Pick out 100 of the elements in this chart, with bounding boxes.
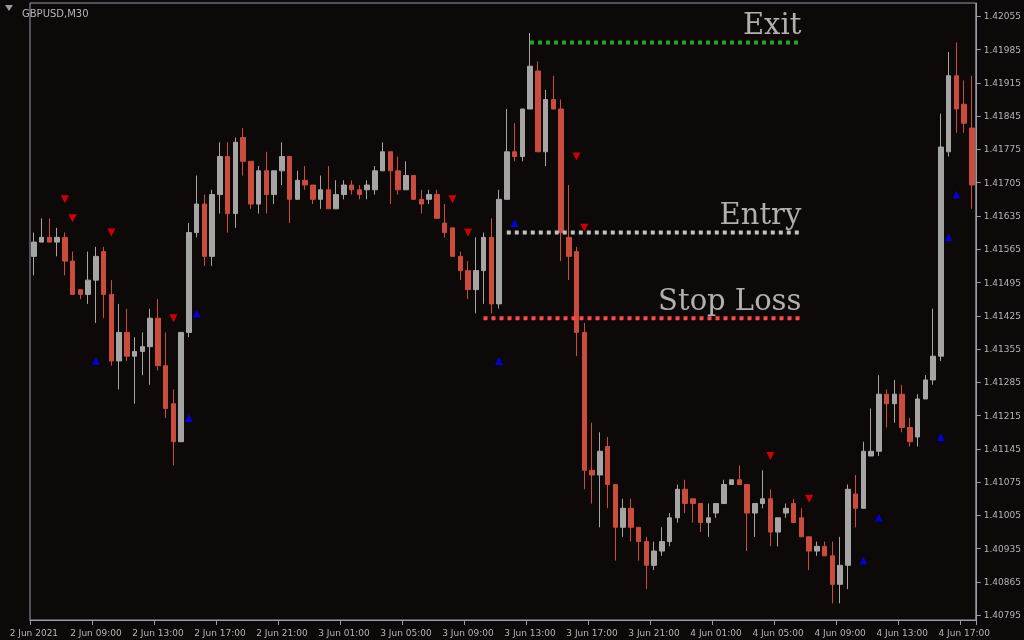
candlestick xyxy=(217,141,223,215)
candlestick xyxy=(124,308,130,362)
candlestick xyxy=(605,436,610,509)
candlestick xyxy=(791,498,796,524)
candlestick xyxy=(364,179,370,200)
candlestick xyxy=(628,498,634,543)
candlestick xyxy=(70,251,75,295)
candlestick xyxy=(163,331,168,419)
candlestick xyxy=(465,260,471,300)
candlestick xyxy=(760,469,765,509)
x-tick-label: 4 Jun 13:00 xyxy=(876,627,929,638)
candlestick xyxy=(752,503,758,538)
candlestick xyxy=(861,441,866,509)
candlestick xyxy=(194,175,199,238)
y-tick-label: 1.40935 xyxy=(983,543,1021,554)
candlestick xyxy=(636,526,641,562)
candlestick xyxy=(682,479,688,514)
candlestick xyxy=(62,232,68,276)
point xyxy=(936,432,945,441)
y-tick-label: 1.41215 xyxy=(983,410,1021,421)
y-tick-label: 1.41635 xyxy=(983,210,1021,221)
candlestick xyxy=(496,189,502,310)
candlestick xyxy=(450,227,455,257)
candlestick xyxy=(938,113,944,362)
candlestick xyxy=(178,331,184,443)
candlestick xyxy=(302,165,308,191)
point xyxy=(184,413,193,422)
candlestick xyxy=(287,156,292,224)
candlestick xyxy=(489,217,494,314)
series-label: Entry xyxy=(719,197,802,232)
y-tick-label: 1.40865 xyxy=(983,576,1021,587)
x-tick-label: 2 Jun 21:00 xyxy=(256,627,308,638)
point xyxy=(805,494,814,503)
series-label: Exit xyxy=(742,6,802,41)
candlestick xyxy=(558,99,564,262)
y-tick-label: 1.41285 xyxy=(983,377,1021,388)
chart-title: GBPUSD,M30 xyxy=(22,7,89,19)
y-tick-label: 1.41775 xyxy=(983,144,1021,155)
candlestick xyxy=(814,541,820,557)
candlestick xyxy=(101,246,106,319)
candlestick xyxy=(310,184,316,205)
candlestick xyxy=(419,189,424,215)
candlestick xyxy=(54,227,60,257)
y-tick-label: 1.40795 xyxy=(983,610,1021,621)
candlestick xyxy=(147,308,153,386)
y-tick-label: 1.41565 xyxy=(983,244,1021,255)
x-tick-label: 2 Jun 13:00 xyxy=(132,627,184,638)
candlestick xyxy=(574,246,579,357)
candlestick xyxy=(930,308,936,386)
candlestick xyxy=(651,541,657,571)
x-tick-label: 2 Jun 17:00 xyxy=(194,627,246,638)
candlestick xyxy=(349,179,354,196)
candlestick xyxy=(644,536,649,590)
candlestick xyxy=(543,89,548,167)
candlestick xyxy=(961,79,967,134)
candlestick xyxy=(473,236,479,314)
candlestick xyxy=(946,51,951,158)
candlestick xyxy=(132,336,137,405)
candlestick xyxy=(481,232,486,305)
candlestick xyxy=(822,541,827,557)
y-tick-label: 1.41355 xyxy=(983,344,1021,355)
candlestick xyxy=(442,203,447,238)
x-tick-label: 3 Jun 21:00 xyxy=(628,627,681,638)
candlestick xyxy=(403,160,409,191)
candlestick xyxy=(233,137,238,229)
candlestick xyxy=(78,289,83,300)
candlestick xyxy=(799,507,804,538)
y-tick-label: 1.41075 xyxy=(983,477,1021,488)
x-tick-label: 3 Jun 13:00 xyxy=(504,627,557,638)
point xyxy=(766,452,775,461)
candlestick xyxy=(667,512,672,547)
candlestick xyxy=(458,251,463,281)
y-tick-label: 1.41985 xyxy=(983,44,1021,55)
candlestick xyxy=(264,151,269,215)
candlestick xyxy=(729,479,734,486)
candlestick xyxy=(783,503,789,519)
point xyxy=(68,214,77,223)
candlestick xyxy=(969,75,975,210)
candlestick xyxy=(256,165,261,215)
candlestick xyxy=(566,184,572,281)
candlestick xyxy=(853,474,858,528)
candlestick xyxy=(380,141,385,172)
y-tick-label: 1.41005 xyxy=(983,510,1021,521)
y-tick-label: 1.41915 xyxy=(983,77,1021,88)
candlestick xyxy=(899,384,905,433)
candlestick xyxy=(675,484,680,524)
candlestick xyxy=(209,189,215,267)
candlestick xyxy=(582,322,587,490)
candlestick xyxy=(295,170,300,200)
y-tick-label: 1.41145 xyxy=(983,443,1021,454)
candlestick xyxy=(907,417,913,447)
x-tick-label: 3 Jun 01:00 xyxy=(318,627,370,638)
point xyxy=(874,513,883,522)
candlestick xyxy=(768,488,773,547)
candlestick xyxy=(395,156,401,196)
candlestick xyxy=(551,75,556,110)
candlestick xyxy=(876,374,882,457)
candlestick xyxy=(721,479,727,505)
candlestick xyxy=(504,108,510,200)
candlestick xyxy=(47,217,52,243)
